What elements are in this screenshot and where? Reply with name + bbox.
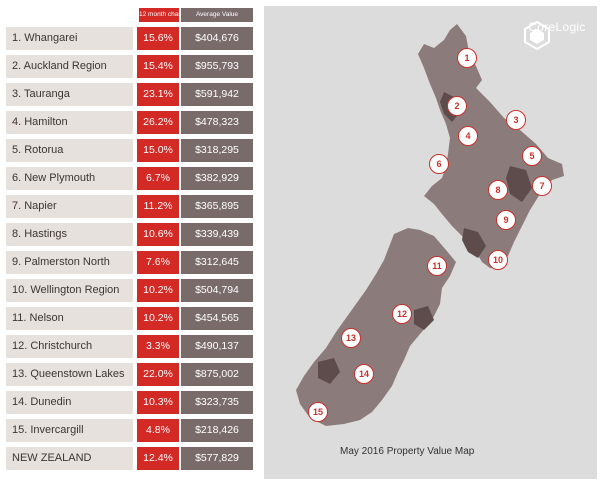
map-marker-2: 2 [447,96,467,116]
value-cell: $323,735 [181,391,253,414]
table-row: NEW ZEALAND 12.4% $577,829 [6,447,262,470]
change-column-header: 12 month change [139,8,179,22]
nz-property-value-map: CoreLogic 1 2 3 4 5 6 7 8 9 10 11 12 13 … [264,6,597,479]
map-marker-5: 5 [522,146,542,166]
region-name: 5. Rotorua [6,139,133,162]
region-name: NEW ZEALAND [6,447,133,470]
christchurch-region-shape [414,306,434,330]
change-cell: 15.6% [137,27,179,50]
corelogic-logo: CoreLogic [522,20,592,50]
table-row: 5. Rotorua 15.0% $318,295 [6,139,262,162]
map-marker-4: 4 [458,126,478,146]
corelogic-cube-icon [524,20,550,50]
change-cell: 7.6% [137,251,179,274]
value-column-header: Average Value [181,8,253,22]
map-marker-11: 11 [427,256,447,276]
table-row: 10. Wellington Region 10.2% $504,794 [6,279,262,302]
new-zealand-map-graphic [296,24,564,426]
region-name: 4. Hamilton [6,111,133,134]
change-cell: 12.4% [137,447,179,470]
change-cell: 15.4% [137,55,179,78]
region-name: 1. Whangarei [6,27,133,50]
region-name: 11. Nelson [6,307,133,330]
change-cell: 22.0% [137,363,179,386]
map-marker-1: 1 [457,48,477,68]
map-marker-15: 15 [308,402,328,422]
change-cell: 4.8% [137,419,179,442]
table-row: 8. Hastings 10.6% $339,439 [6,223,262,246]
change-cell: 10.3% [137,391,179,414]
value-cell: $218,426 [181,419,253,442]
region-name: 12. Christchurch [6,335,133,358]
value-cell: $404,676 [181,27,253,50]
region-name: 7. Napier [6,195,133,218]
table-row: 6. New Plymouth 6.7% $382,929 [6,167,262,190]
value-cell: $504,794 [181,279,253,302]
map-marker-12: 12 [392,304,412,324]
region-name: 14. Dunedin [6,391,133,414]
table-row: 4. Hamilton 26.2% $478,323 [6,111,262,134]
change-cell: 10.2% [137,279,179,302]
value-cell: $312,645 [181,251,253,274]
region-name: 6. New Plymouth [6,167,133,190]
map-marker-6: 6 [429,154,449,174]
table-row: 14. Dunedin 10.3% $323,735 [6,391,262,414]
table-row: 15. Invercargill 4.8% $218,426 [6,419,262,442]
change-cell: 23.1% [137,83,179,106]
region-name: 10. Wellington Region [6,279,133,302]
region-name: 3. Tauranga [6,83,133,106]
change-cell: 26.2% [137,111,179,134]
value-cell: $339,439 [181,223,253,246]
region-name: 15. Invercargill [6,419,133,442]
table-row: 9. Palmerston North 7.6% $312,645 [6,251,262,274]
value-cell: $577,829 [181,447,253,470]
map-marker-8: 8 [488,180,508,200]
table-row: 12. Christchurch 3.3% $490,137 [6,335,262,358]
change-cell: 11.2% [137,195,179,218]
value-cell: $454,565 [181,307,253,330]
value-cell: $490,137 [181,335,253,358]
table-row: 1. Whangarei 15.6% $404,676 [6,27,262,50]
queenstown-region-shape [318,358,340,384]
change-cell: 10.6% [137,223,179,246]
table-row: 13. Queenstown Lakes 22.0% $875,002 [6,363,262,386]
table-row: 2. Auckland Region 15.4% $955,793 [6,55,262,78]
table-row: 3. Tauranga 23.1% $591,942 [6,83,262,106]
map-marker-10: 10 [488,250,508,270]
value-cell: $955,793 [181,55,253,78]
region-name: 13. Queenstown Lakes [6,363,133,386]
wellington-region-shape [462,228,486,258]
brand-name: CoreLogic [528,20,586,34]
change-cell: 15.0% [137,139,179,162]
map-marker-3: 3 [506,110,526,130]
value-cell: $382,929 [181,167,253,190]
change-cell: 3.3% [137,335,179,358]
value-cell: $591,942 [181,83,253,106]
value-cell: $478,323 [181,111,253,134]
map-marker-9: 9 [496,210,516,230]
map-marker-13: 13 [341,328,361,348]
map-marker-7: 7 [532,176,552,196]
region-name: 8. Hastings [6,223,133,246]
map-marker-14: 14 [354,364,374,384]
map-caption: May 2016 Property Value Map [340,446,475,457]
region-name: 2. Auckland Region [6,55,133,78]
table-row: 11. Nelson 10.2% $454,565 [6,307,262,330]
value-cell: $318,295 [181,139,253,162]
region-name: 9. Palmerston North [6,251,133,274]
hawkes-bay-region-shape [506,166,532,202]
table-row: 7. Napier 11.2% $365,895 [6,195,262,218]
value-cell: $365,895 [181,195,253,218]
value-cell: $875,002 [181,363,253,386]
property-value-table: 12 month change Average Value 1. Whangar… [6,8,262,470]
change-cell: 10.2% [137,307,179,330]
north-island-shape [418,24,564,268]
table-header: 12 month change Average Value [6,8,262,22]
change-cell: 6.7% [137,167,179,190]
